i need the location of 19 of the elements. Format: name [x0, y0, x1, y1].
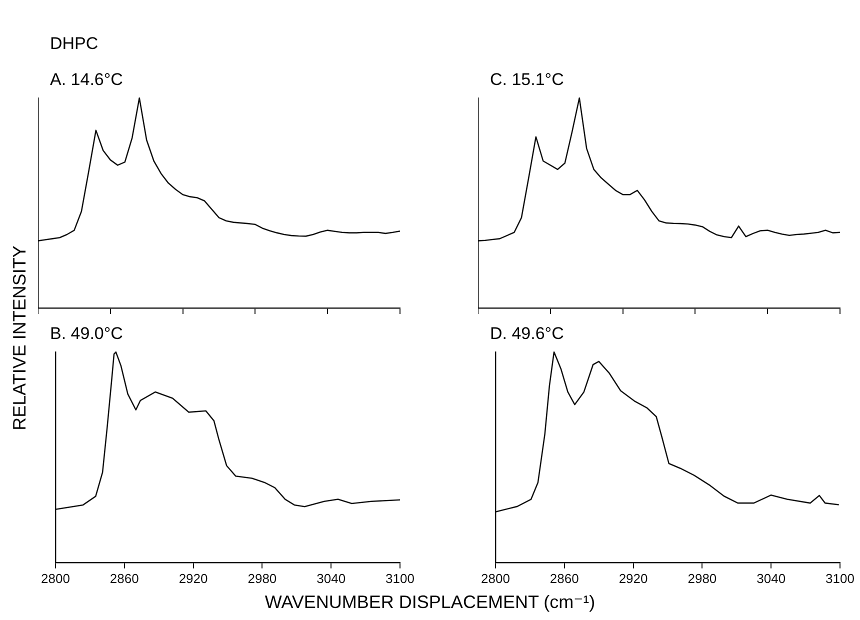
- x-axis-title: WAVENUMBER DISPLACEMENT (cm⁻¹): [264, 592, 596, 613]
- x-tick-label: 2800: [41, 570, 70, 586]
- y-axis-title: RELATIVE INTENSITY: [10, 246, 30, 430]
- x-tick-label: 2920: [178, 570, 208, 586]
- x-tick-label: 3100: [386, 570, 414, 586]
- x-tick-label: 2980: [688, 570, 717, 586]
- x-tick-label: 2920: [618, 570, 648, 586]
- chart-title: D. 49.6°C: [490, 324, 565, 345]
- x-tick-label: 2800: [481, 570, 510, 586]
- text: DHPC: [50, 34, 98, 54]
- x-tick-label: 3040: [756, 570, 786, 586]
- x-tick-label: 2860: [550, 570, 579, 586]
- x-tick-label: 3040: [316, 570, 346, 586]
- x-tick-label: 2980: [248, 570, 277, 586]
- chart-title: C. 15.1°C: [490, 70, 565, 91]
- x-tick-label: 3100: [826, 570, 854, 586]
- chart-title: B. 49.0°C: [50, 324, 124, 345]
- chart-title: A. 14.6°C: [50, 70, 124, 91]
- x-tick-label: 2860: [110, 570, 139, 586]
